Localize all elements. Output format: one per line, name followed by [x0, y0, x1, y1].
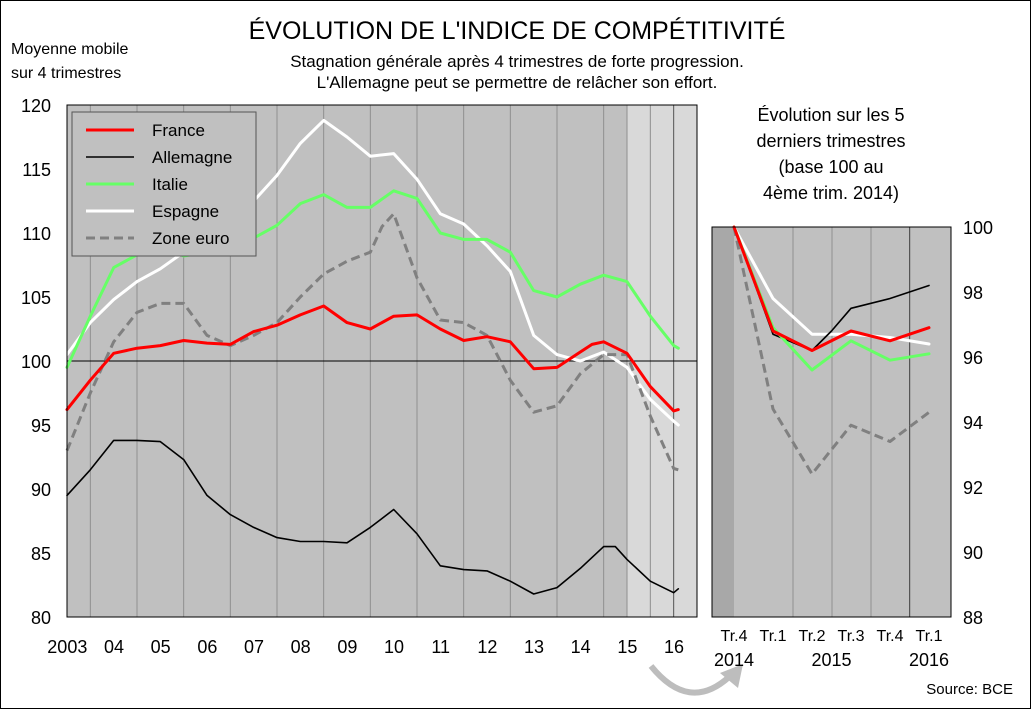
- transition-arrow: [648, 664, 732, 696]
- side-ytick-label: 94: [963, 413, 983, 433]
- source-note: Source: BCE: [926, 681, 1013, 698]
- main-xtick-label: 05: [151, 637, 171, 657]
- side-ytick-label: 92: [963, 478, 983, 498]
- main-xtick-label: 12: [477, 637, 497, 657]
- side-base-band: [712, 227, 734, 617]
- main-xtick-label: 10: [384, 637, 404, 657]
- side-ytick-label: 100: [963, 218, 993, 238]
- side-xtick-year: 2015: [811, 650, 851, 670]
- side-ytick-label: 90: [963, 543, 983, 563]
- chart-title: ÉVOLUTION DE L'INDICE DE COMPÉTITIVITÉ: [249, 16, 786, 45]
- left-ylabel-line-1: Moyenne mobile: [11, 41, 129, 58]
- main-ytick-label: 105: [21, 288, 51, 308]
- main-xtick-label: 15: [617, 637, 637, 657]
- main-ytick-label: 100: [21, 352, 51, 372]
- side-xtick-quarter: Tr.1: [760, 628, 787, 645]
- legend-label-espagne: Espagne: [152, 202, 219, 221]
- right-title-line-3: (base 100 au: [778, 157, 883, 177]
- side-ytick-label: 98: [963, 283, 983, 303]
- main-xtick-label: 08: [291, 637, 311, 657]
- side-line-zone-euro: [732, 226, 930, 476]
- main-xtick-label: 13: [524, 637, 544, 657]
- side-line-france: [732, 225, 931, 352]
- side-xtick-quarter: Tr.3: [838, 628, 865, 645]
- main-xtick-label: 06: [197, 637, 217, 657]
- main-xtick-label: 14: [571, 637, 591, 657]
- side-xtick-quarter: Tr.4: [721, 628, 748, 645]
- legend-label-zone-euro: Zone euro: [152, 229, 230, 248]
- main-plot-border: [66, 104, 698, 618]
- side-ytick-label: 96: [963, 348, 983, 368]
- side-xtick-year: 2016: [909, 650, 949, 670]
- main-line-zone-euro: [65, 212, 679, 472]
- side-xtick-quarter: Tr.1: [916, 628, 943, 645]
- chart-subtitle-line-1: Stagnation générale après 4 trimestres d…: [290, 52, 744, 71]
- main-xtick-label: 11: [431, 637, 450, 657]
- main-ytick-label: 85: [31, 544, 51, 564]
- right-title-line-1: Évolution sur les 5: [757, 105, 904, 125]
- main-ytick-label: 110: [22, 224, 51, 244]
- main-xtick-label: 09: [337, 637, 357, 657]
- side-xtick-quarter: Tr.2: [799, 628, 826, 645]
- right-title-line-2: derniers trimestres: [756, 131, 905, 151]
- main-xtick-label: 16: [664, 637, 684, 657]
- legend-label-allemagne: Allemagne: [152, 148, 232, 167]
- side-ytick-label: 88: [963, 608, 983, 628]
- main-xtick-label: 2003: [47, 637, 87, 657]
- main-ytick-label: 90: [31, 480, 51, 500]
- main-ytick-label: 95: [31, 416, 51, 436]
- left-ylabel-line-2: sur 4 trimestres: [11, 65, 121, 82]
- chart-subtitle-line-2: L'Allemagne peut se permettre de relâche…: [317, 73, 718, 92]
- main-ytick-label: 80: [31, 608, 51, 628]
- side-xtick-quarter: Tr.4: [877, 628, 904, 645]
- main-xtick-label: 07: [244, 637, 264, 657]
- legend-label-italie: Italie: [152, 175, 188, 194]
- side-line-allemagne: [733, 226, 930, 352]
- transition-arrow-head: [720, 664, 743, 688]
- main-xtick-label: 04: [104, 637, 124, 657]
- main-line-espagne: [65, 118, 680, 427]
- right-title-line-4: 4ème trim. 2014): [763, 183, 899, 203]
- side-plot-border: [711, 226, 952, 618]
- main-ytick-label: 120: [21, 96, 51, 116]
- main-line-france: [65, 304, 680, 413]
- side-xtick-year: 2014: [714, 650, 754, 670]
- main-line-allemagne: [66, 439, 680, 595]
- side-series-group: [732, 225, 931, 476]
- main-ytick-label: 115: [22, 160, 51, 180]
- legend-label-france: France: [152, 121, 205, 140]
